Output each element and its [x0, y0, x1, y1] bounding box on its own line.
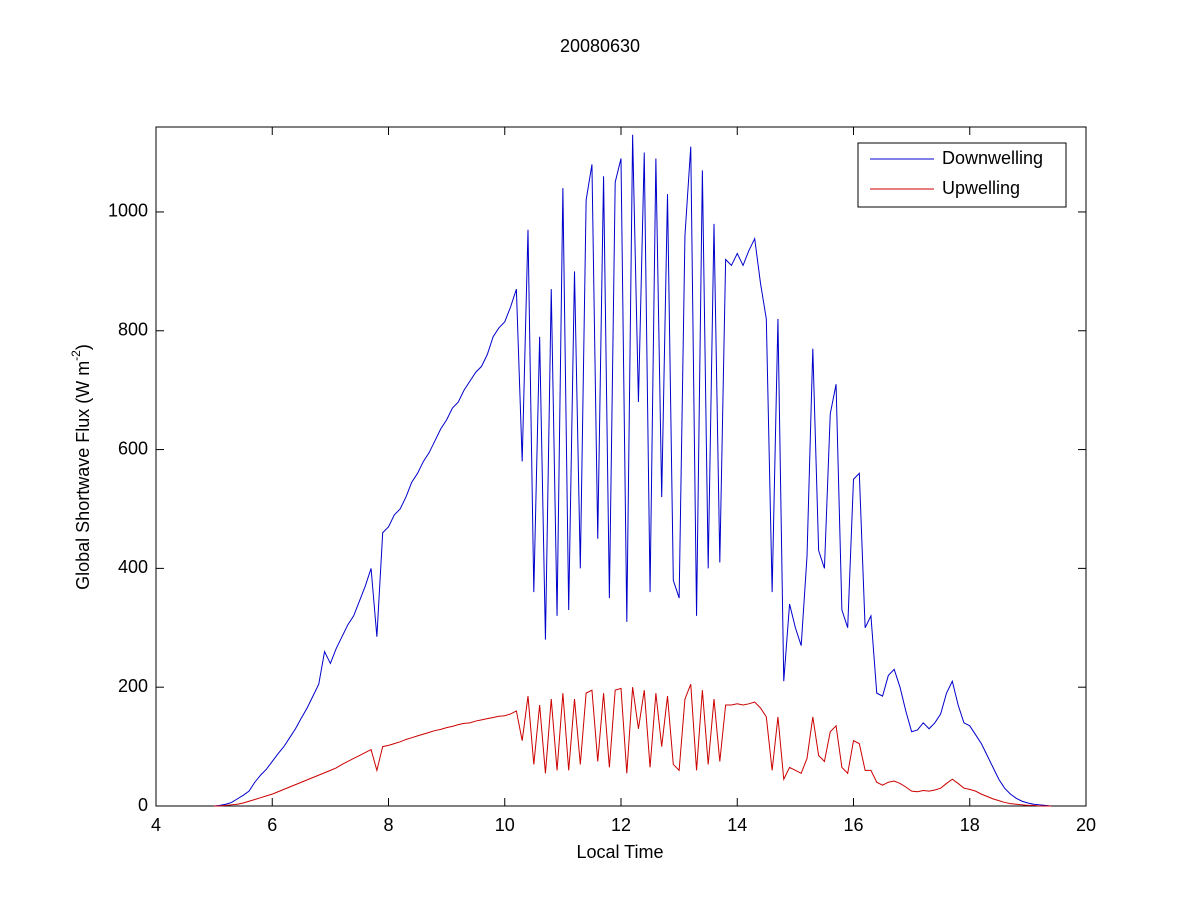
legend-box [857, 142, 1067, 208]
y-axis-label-sup: -2 [69, 350, 83, 361]
x-tick-label: 18 [960, 815, 980, 835]
y-axis-label: Global Shortwave Flux (W m-2) [69, 344, 93, 590]
x-tick-label: 8 [383, 815, 393, 835]
x-axis-label: Local Time [576, 842, 663, 862]
y-axis-label-end: ) [73, 344, 93, 350]
x-tick-label: 14 [727, 815, 747, 835]
x-tick-label: 6 [267, 815, 277, 835]
x-tick-label: 20 [1076, 815, 1096, 835]
x-tick-label: 4 [151, 815, 161, 835]
data-line [214, 134, 1052, 807]
y-tick-label: 600 [118, 438, 148, 458]
x-tick-label: 16 [843, 815, 863, 835]
x-tick-label: 12 [611, 815, 631, 835]
plot-area [155, 126, 1087, 807]
y-axis-label-main: Global Shortwave Flux (W m [73, 361, 93, 590]
legend-label: Upwelling [942, 178, 1020, 198]
data-line [214, 684, 1052, 807]
y-tick-label: 0 [138, 795, 148, 815]
chart-title: 20080630 [560, 36, 640, 56]
y-tick-label: 800 [118, 320, 148, 340]
y-tick-label: 1000 [108, 201, 148, 221]
legend-label: Downwelling [942, 148, 1043, 168]
y-tick-label: 200 [118, 676, 148, 696]
y-tick-label: 400 [118, 557, 148, 577]
x-tick-label: 10 [495, 815, 515, 835]
